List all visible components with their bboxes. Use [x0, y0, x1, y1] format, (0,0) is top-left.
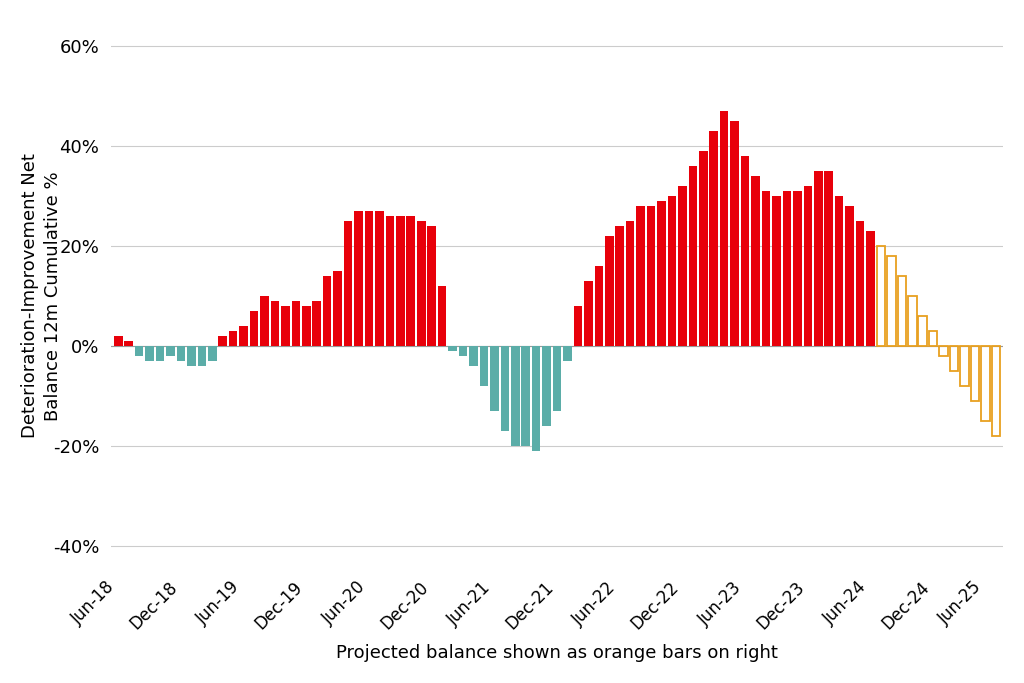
Bar: [647, 206, 655, 346]
Bar: [312, 301, 322, 346]
Bar: [595, 266, 603, 346]
Bar: [584, 281, 593, 346]
Bar: [427, 226, 436, 346]
Y-axis label: Deterioration-Improvement Net
Balance 12m Cumulative %: Deterioration-Improvement Net Balance 12…: [20, 153, 62, 438]
Bar: [939, 346, 948, 356]
Bar: [688, 166, 697, 346]
Bar: [459, 346, 467, 356]
Bar: [302, 306, 310, 346]
Bar: [720, 111, 728, 346]
Bar: [270, 301, 280, 346]
Bar: [354, 211, 362, 346]
Bar: [772, 196, 780, 346]
Bar: [438, 285, 446, 346]
Bar: [501, 346, 509, 431]
Bar: [543, 346, 551, 426]
Bar: [898, 276, 906, 346]
Bar: [762, 191, 770, 346]
Bar: [845, 206, 854, 346]
Bar: [417, 221, 426, 346]
Bar: [531, 346, 541, 451]
Bar: [856, 221, 864, 346]
Bar: [730, 121, 739, 346]
Bar: [615, 226, 624, 346]
Bar: [824, 171, 833, 346]
Bar: [782, 191, 792, 346]
Bar: [877, 246, 885, 346]
Bar: [260, 296, 268, 346]
Bar: [804, 186, 812, 346]
Bar: [156, 346, 164, 361]
Bar: [866, 231, 874, 346]
Bar: [449, 346, 457, 351]
Bar: [553, 346, 561, 410]
Bar: [479, 346, 488, 386]
Bar: [198, 346, 206, 366]
Bar: [490, 346, 499, 410]
Bar: [208, 346, 216, 361]
Bar: [657, 201, 666, 346]
Bar: [240, 326, 248, 346]
Bar: [166, 346, 175, 356]
Bar: [752, 176, 760, 346]
Bar: [344, 221, 352, 346]
Bar: [218, 336, 227, 346]
Bar: [981, 346, 989, 421]
Bar: [678, 186, 687, 346]
Bar: [626, 221, 635, 346]
Bar: [740, 156, 750, 346]
Bar: [177, 346, 185, 361]
Bar: [929, 331, 937, 346]
Bar: [971, 346, 979, 401]
Bar: [521, 346, 530, 446]
Bar: [710, 131, 718, 346]
Bar: [124, 341, 133, 346]
Bar: [919, 316, 927, 346]
Bar: [961, 346, 969, 386]
Bar: [793, 191, 802, 346]
Bar: [908, 296, 916, 346]
Bar: [991, 346, 1000, 436]
Bar: [282, 306, 290, 346]
Bar: [699, 151, 708, 346]
Bar: [563, 346, 571, 361]
X-axis label: Projected balance shown as orange bars on right: Projected balance shown as orange bars o…: [336, 644, 778, 662]
Bar: [386, 216, 394, 346]
Bar: [950, 346, 958, 371]
Bar: [668, 196, 676, 346]
Bar: [229, 331, 238, 346]
Bar: [334, 270, 342, 346]
Bar: [187, 346, 196, 366]
Bar: [250, 311, 258, 346]
Bar: [323, 276, 332, 346]
Bar: [573, 306, 583, 346]
Bar: [375, 211, 384, 346]
Bar: [835, 196, 844, 346]
Bar: [365, 211, 374, 346]
Bar: [814, 171, 822, 346]
Bar: [887, 255, 896, 346]
Bar: [292, 301, 300, 346]
Bar: [469, 346, 478, 366]
Bar: [407, 216, 415, 346]
Bar: [605, 236, 613, 346]
Bar: [145, 346, 154, 361]
Bar: [135, 346, 143, 356]
Bar: [396, 216, 404, 346]
Bar: [511, 346, 519, 446]
Bar: [114, 336, 123, 346]
Bar: [636, 206, 645, 346]
